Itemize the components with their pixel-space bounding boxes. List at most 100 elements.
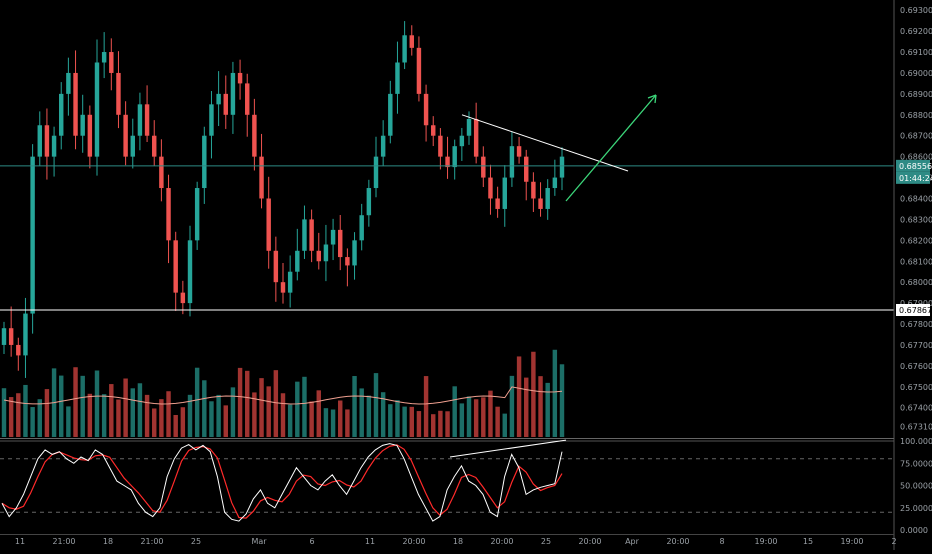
candle-body: [116, 72, 121, 115]
volume-bar: [73, 367, 78, 437]
candle-body: [338, 229, 343, 258]
volume-bar: [531, 351, 536, 437]
candle-body: [380, 135, 386, 157]
volume-bar: [66, 406, 71, 437]
price-tick-label: 0.68600: [900, 153, 932, 162]
candle-body: [416, 47, 422, 94]
volume-bar: [366, 395, 372, 437]
candle-body: [109, 52, 114, 73]
candle-body: [237, 72, 243, 84]
volume-bar: [180, 407, 186, 437]
volume-bar: [388, 404, 393, 437]
candle-body: [423, 93, 429, 126]
volume-bar: [259, 378, 264, 437]
volume-bar: [309, 401, 314, 437]
candle-body: [516, 146, 522, 157]
volume-bar: [1, 388, 7, 437]
volume-bar: [509, 375, 515, 437]
candle-body: [459, 135, 465, 147]
oscillator-tick-label: 50.0000: [900, 482, 932, 491]
candle-body: [94, 62, 100, 157]
candle-body: [194, 188, 200, 241]
countdown-tag-bg: [896, 171, 930, 184]
time-tick-label: 6: [309, 537, 314, 546]
price-tick-label: 0.67800: [900, 320, 932, 329]
time-tick-label: Apr: [625, 537, 640, 546]
candle-body: [73, 72, 78, 136]
price-tick-label: 0.68200: [900, 236, 932, 245]
volume-bar: [380, 392, 386, 437]
volume-bar: [37, 399, 42, 437]
candle-body: [101, 52, 107, 63]
volume-bar: [423, 376, 429, 437]
candle-body: [51, 135, 57, 157]
volume-bar: [409, 406, 414, 437]
volume-bar: [452, 386, 457, 437]
volume-bar: [445, 411, 450, 437]
candle-body: [545, 188, 550, 209]
price-tick-label: 0.67900: [900, 299, 932, 308]
volume-bar: [230, 387, 236, 437]
candle-body: [395, 62, 400, 94]
volume-bar: [459, 403, 465, 437]
candle-body: [23, 313, 28, 356]
candle-body: [37, 125, 42, 157]
volume-bar: [194, 367, 200, 437]
volume-bar: [159, 399, 164, 437]
volume-bar: [116, 399, 121, 437]
candle-body: [287, 271, 293, 293]
volume-bar: [109, 384, 114, 437]
candle-body: [488, 177, 493, 199]
price-tick-label: 0.69100: [900, 48, 932, 57]
time-tick-label: 20:00: [578, 537, 601, 546]
candle-body: [144, 104, 150, 136]
time-tick-label: 20:00: [666, 537, 689, 546]
volume-bar: [209, 401, 214, 437]
time-tick-label: 20:00: [402, 537, 425, 546]
volume-bar: [402, 406, 407, 437]
volume-bar: [173, 414, 178, 437]
volume-layer: [1, 349, 565, 437]
price-tick-label: 0.69200: [900, 27, 932, 36]
price-tick-label: 0.68300: [900, 215, 932, 224]
candle-body: [202, 135, 207, 189]
volume-bar: [502, 413, 507, 437]
oscillator-divergence-line: [449, 439, 567, 458]
volume-bar: [130, 388, 135, 437]
time-tick-label: Mar: [251, 537, 267, 546]
candle-body: [502, 177, 507, 209]
price-tick-label: 0.67500: [900, 383, 932, 392]
candle-body: [137, 104, 143, 136]
volume-bar: [545, 382, 550, 437]
volume-bar: [538, 376, 543, 437]
oscillator-tick-label: 75.0000: [900, 459, 932, 468]
candle-body: [245, 83, 250, 115]
overlay-layer: [0, 94, 894, 311]
price-tick-label: 0.67400: [900, 404, 932, 413]
support-price-tag-bg: [896, 304, 930, 317]
candle-body: [166, 188, 171, 241]
volume-bar: [416, 411, 422, 437]
volume-bar: [395, 400, 400, 437]
volume-bar: [338, 400, 343, 437]
time-tick-label: 20:00: [490, 537, 513, 546]
volume-bar: [495, 406, 500, 437]
time-tick-label: 21:00: [52, 537, 75, 546]
time-tick-label: 15: [803, 537, 813, 546]
oscillator-tick-label: 0.0000: [900, 526, 928, 535]
candle-body: [252, 114, 257, 157]
time-tick-label: 11: [15, 537, 25, 546]
volume-bar: [295, 381, 300, 437]
price-tick-label: 0.68700: [900, 132, 932, 141]
candle-body: [330, 229, 336, 245]
volume-bar: [352, 376, 357, 437]
time-tick-label: 18: [453, 537, 463, 546]
candle-body: [316, 250, 321, 262]
volume-bar: [373, 373, 379, 437]
price-tick-label: 0.67600: [900, 362, 932, 371]
volume-bar: [316, 390, 321, 437]
